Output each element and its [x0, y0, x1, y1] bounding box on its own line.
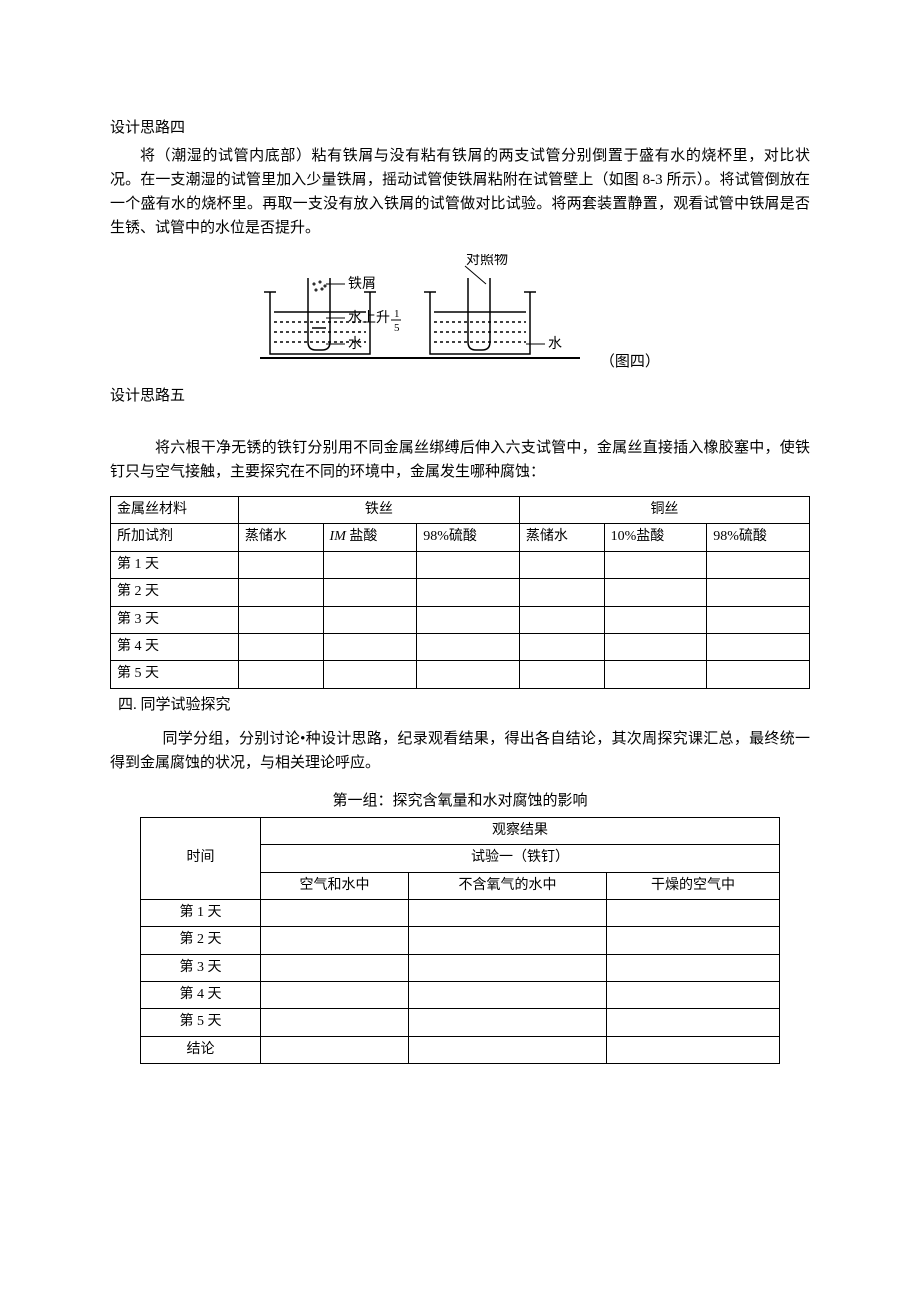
table-row: 第 5 天: [141, 1009, 780, 1036]
th-exp: 试验一（铁钉）: [261, 845, 780, 872]
table-row: 第 3 天: [111, 606, 810, 633]
table-row: 所加试剂 蒸储水 IM 盐酸 98%硫酸 蒸储水 10%盐酸 98%硫酸: [111, 524, 810, 551]
section4-body: 将（潮湿的试管内底部）粘有铁屑与没有粘有铁屑的两支试管分别倒置于盛有水的烧杯里，…: [110, 144, 810, 240]
th-time: 时间: [141, 817, 261, 899]
label-contrast: 对照物: [466, 254, 508, 268]
table-row: 结论: [141, 1036, 780, 1063]
label-waterup: 水上升: [348, 310, 390, 326]
th-reagent: 所加试剂: [111, 524, 239, 551]
day-label: 第 5 天: [111, 661, 239, 688]
table2-caption: 第一组：探究含氧量和水对腐蚀的影响: [110, 789, 810, 813]
td-r1: 蒸储水: [238, 524, 323, 551]
table-design5: 金属丝材料 铁丝 铜丝 所加试剂 蒸储水 IM 盐酸 98%硫酸 蒸储水 10%…: [110, 496, 810, 689]
day-label: 第 4 天: [111, 633, 239, 660]
table-row: 第 1 天: [141, 899, 780, 926]
table-row: 第 4 天: [111, 633, 810, 660]
day-label: 第 5 天: [141, 1009, 261, 1036]
figure-svg: 铁屑 水上升 1 5 水 对照物 水: [260, 254, 590, 374]
section4-title: 设计思路四: [110, 116, 810, 140]
table-row: 第 3 天: [141, 954, 780, 981]
th-iron: 铁丝: [238, 497, 519, 524]
day-label: 第 3 天: [141, 954, 261, 981]
td-r2: IM 盐酸: [323, 524, 417, 551]
th-c3: 干燥的空气中: [606, 872, 779, 899]
label-iron: 铁屑: [348, 276, 376, 292]
section6-body: 同学分组，分别讨论•种设计思路，纪录观看结果，得出各自结论，其次周探究课汇总，最…: [110, 727, 810, 775]
label-water: 水: [348, 336, 362, 352]
figure-4: 铁屑 水上升 1 5 水 对照物 水 （图四）: [110, 254, 810, 374]
fraction-bot: 5: [394, 322, 400, 334]
td-r3: 98%硫酸: [417, 524, 520, 551]
conclusion-label: 结论: [141, 1036, 261, 1063]
th-c2: 不含氧气的水中: [409, 872, 607, 899]
table-row: 第 5 天: [111, 661, 810, 688]
label-water2: 水: [548, 336, 562, 352]
table-row: 金属丝材料 铁丝 铜丝: [111, 497, 810, 524]
td-r2-pre: IM: [330, 529, 346, 544]
td-r6: 98%硫酸: [707, 524, 810, 551]
table-row: 第 2 天: [141, 927, 780, 954]
th-copper: 铜丝: [519, 497, 809, 524]
table-row: 第 1 天: [111, 551, 810, 578]
td-r2-post: 盐酸: [346, 529, 378, 544]
day-label: 第 1 天: [111, 551, 239, 578]
th-material: 金属丝材料: [111, 497, 239, 524]
table-row: 时间 观察结果: [141, 817, 780, 844]
section5-title: 设计思路五: [110, 384, 810, 408]
table-row: 第 4 天: [141, 982, 780, 1009]
th-c1: 空气和水中: [261, 872, 409, 899]
day-label: 第 3 天: [111, 606, 239, 633]
day-label: 第 1 天: [141, 899, 261, 926]
fraction-top: 1: [394, 308, 400, 320]
day-label: 第 2 天: [141, 927, 261, 954]
section5-body: 将六根干净无锈的铁钉分别用不同金属丝绑缚后伸入六支试管中，金属丝直接插入橡胶塞中…: [110, 436, 810, 484]
day-label: 第 2 天: [111, 579, 239, 606]
figure-caption: （图四）: [600, 350, 660, 374]
section6-title: 四. 同学试验探究: [118, 693, 810, 717]
th-result: 观察结果: [261, 817, 780, 844]
td-r4: 蒸储水: [519, 524, 604, 551]
day-label: 第 4 天: [141, 982, 261, 1009]
table-group1: 时间 观察结果 试验一（铁钉） 空气和水中 不含氧气的水中 干燥的空气中 第 1…: [140, 817, 780, 1065]
table-row: 第 2 天: [111, 579, 810, 606]
td-r5: 10%盐酸: [604, 524, 707, 551]
